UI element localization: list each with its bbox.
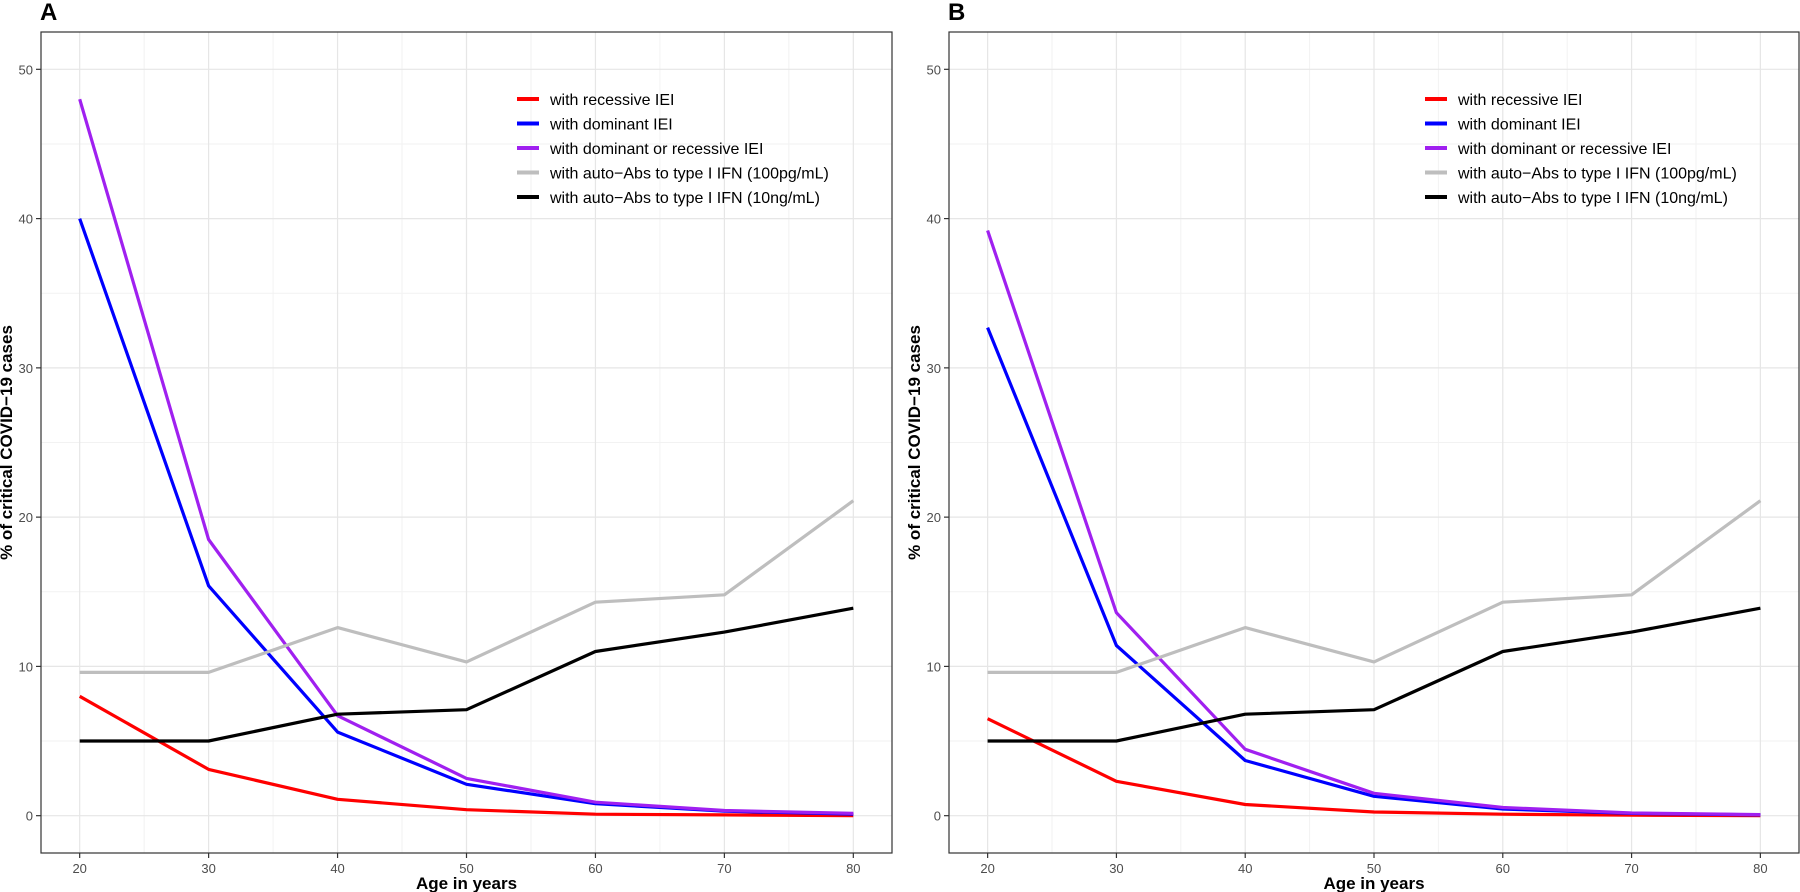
series-line-with-recessive-iei <box>78 694 854 818</box>
x-tick-label: 60 <box>1496 861 1510 876</box>
series-lines <box>78 98 855 818</box>
y-tick-label: 30 <box>19 361 33 376</box>
legend-label: with auto−Abs to type I IFN (100pg/mL) <box>1457 166 1737 183</box>
panel-letter: A <box>40 0 57 26</box>
x-tick-label: 50 <box>459 861 473 876</box>
legend-label: with auto−Abs to type I IFN (10ng/mL) <box>549 190 820 207</box>
series-line-with-auto-abs-to-type-i-ifn-10ng-ml <box>79 606 854 743</box>
x-tick-label: 70 <box>1624 861 1638 876</box>
x-tick-label: 40 <box>330 861 344 876</box>
x-axis-title: Age in years <box>1323 874 1424 892</box>
y-tick-label: 10 <box>927 659 941 674</box>
y-tick-label: 10 <box>19 659 33 674</box>
gridlines <box>949 32 1799 853</box>
legend: with recessive IEI with dominant IEI with … <box>1425 92 1737 207</box>
panel-letter: B <box>948 0 965 26</box>
series-lines <box>986 229 1762 818</box>
x-tick-label: 20 <box>980 861 994 876</box>
series-line-with-auto-abs-to-type-i-ifn-100pg-ml <box>79 499 855 675</box>
legend: with recessive IEI with dominant IEI with … <box>517 92 829 207</box>
legend-label: with dominant or recessive IEI <box>1457 141 1671 158</box>
y-tick-label: 40 <box>19 212 33 227</box>
x-tick-label: 40 <box>1238 861 1252 876</box>
y-tick-label: 0 <box>26 809 33 824</box>
y-tick-label: 20 <box>927 510 941 525</box>
series-line-with-auto-abs-to-type-i-ifn-10ng-ml <box>987 606 1761 743</box>
legend-label: with dominant IEI <box>549 117 673 134</box>
legend-label: with recessive IEI <box>1457 92 1582 109</box>
x-tick-label: 70 <box>717 861 731 876</box>
axes: 20 30 40 50 60 70 80 0 10 20 30 40 50 <box>19 62 861 876</box>
y-tick-label: 20 <box>19 510 33 525</box>
series-line-with-auto-abs-to-type-i-ifn-100pg-ml <box>987 499 1762 675</box>
series-line-with-recessive-iei <box>986 717 1761 818</box>
y-tick-label: 40 <box>927 212 941 227</box>
y-tick-label: 30 <box>927 361 941 376</box>
legend-label: with dominant or recessive IEI <box>549 141 763 158</box>
y-tick-label: 50 <box>19 62 33 77</box>
series-line-with-dominant-or-recessive-iei <box>986 229 1761 817</box>
x-tick-label: 30 <box>1109 861 1123 876</box>
x-axis-title: Age in years <box>416 874 517 892</box>
x-tick-label: 20 <box>72 861 86 876</box>
axes: 20 30 40 50 60 70 80 0 10 20 30 40 50 <box>927 62 1768 876</box>
legend-label: with dominant IEI <box>1457 117 1581 134</box>
y-tick-label: 0 <box>934 809 941 824</box>
x-tick-label: 60 <box>588 861 602 876</box>
y-axis-title: % of critical COVID−19 cases <box>0 325 16 560</box>
x-tick-label: 30 <box>201 861 215 876</box>
x-tick-label: 80 <box>1753 861 1767 876</box>
series-line-with-dominant-or-recessive-iei <box>78 98 854 815</box>
x-tick-label: 50 <box>1367 861 1381 876</box>
y-axis-title: % of critical COVID−19 cases <box>905 325 924 560</box>
legend-label: with auto−Abs to type I IFN (10ng/mL) <box>1457 190 1728 207</box>
legend-label: with auto−Abs to type I IFN (100pg/mL) <box>549 166 829 183</box>
legend-label: with recessive IEI <box>549 92 674 109</box>
y-tick-label: 50 <box>927 62 941 77</box>
x-tick-label: 80 <box>846 861 860 876</box>
